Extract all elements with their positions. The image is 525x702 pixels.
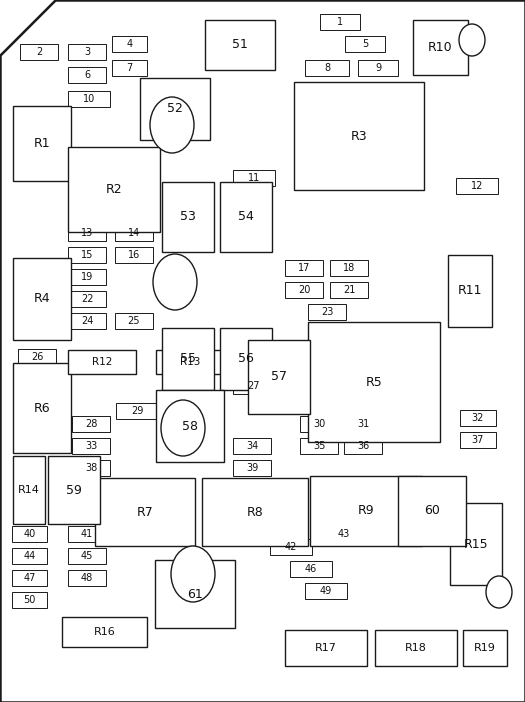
Bar: [68, 67, 106, 83]
Bar: [68, 350, 136, 374]
Bar: [12, 592, 47, 608]
Bar: [450, 503, 502, 585]
Bar: [156, 390, 224, 462]
Text: 20: 20: [298, 285, 310, 295]
Text: R2: R2: [106, 183, 122, 196]
Bar: [155, 560, 235, 628]
Text: 30: 30: [313, 419, 325, 429]
Bar: [140, 78, 210, 140]
Text: 37: 37: [472, 435, 484, 445]
Bar: [48, 456, 100, 524]
Bar: [413, 20, 468, 75]
Text: 21: 21: [343, 285, 355, 295]
Bar: [95, 478, 195, 546]
Bar: [233, 460, 271, 476]
Bar: [344, 416, 382, 432]
Text: 58: 58: [182, 420, 198, 432]
Text: 61: 61: [187, 588, 203, 600]
Text: R5: R5: [365, 376, 382, 388]
Text: 31: 31: [357, 419, 369, 429]
Text: 7: 7: [127, 63, 133, 73]
Bar: [12, 548, 47, 564]
Bar: [68, 526, 106, 542]
Bar: [13, 456, 45, 524]
Bar: [68, 225, 106, 241]
Text: 46: 46: [305, 564, 317, 574]
Bar: [72, 416, 110, 432]
Text: R10: R10: [428, 41, 453, 54]
Text: 25: 25: [128, 316, 140, 326]
Text: 27: 27: [248, 381, 260, 391]
Bar: [345, 36, 385, 52]
Bar: [68, 548, 106, 564]
Bar: [233, 438, 271, 454]
Text: 23: 23: [321, 307, 333, 317]
Text: 18: 18: [343, 263, 355, 273]
Bar: [205, 20, 275, 70]
Bar: [115, 225, 153, 241]
Text: 44: 44: [24, 551, 36, 561]
Text: 17: 17: [298, 263, 310, 273]
Text: 34: 34: [246, 441, 258, 451]
Ellipse shape: [486, 576, 512, 608]
Bar: [68, 247, 106, 263]
Text: 60: 60: [424, 505, 440, 517]
Text: 5: 5: [362, 39, 368, 49]
Text: 22: 22: [81, 294, 93, 304]
Text: 53: 53: [180, 211, 196, 223]
Text: 14: 14: [128, 228, 140, 238]
Bar: [456, 178, 498, 194]
Bar: [68, 44, 106, 60]
Bar: [72, 438, 110, 454]
Bar: [308, 322, 440, 442]
Text: 49: 49: [320, 586, 332, 596]
Bar: [285, 282, 323, 298]
Bar: [112, 36, 147, 52]
Text: 28: 28: [85, 419, 97, 429]
Text: R8: R8: [247, 505, 264, 519]
Text: 12: 12: [471, 181, 483, 191]
Bar: [233, 378, 275, 394]
Text: R12: R12: [92, 357, 112, 367]
Text: 41: 41: [81, 529, 93, 539]
Bar: [220, 328, 272, 390]
Bar: [460, 432, 496, 448]
Text: R11: R11: [458, 284, 482, 298]
Bar: [305, 583, 347, 599]
Ellipse shape: [459, 24, 485, 56]
Text: R13: R13: [180, 357, 200, 367]
Text: 36: 36: [357, 441, 369, 451]
Text: 8: 8: [324, 63, 330, 73]
Bar: [162, 182, 214, 252]
Text: 38: 38: [85, 463, 97, 473]
Bar: [300, 416, 338, 432]
Text: 55: 55: [180, 352, 196, 366]
Bar: [375, 630, 457, 666]
Text: R19: R19: [474, 643, 496, 653]
Bar: [62, 617, 147, 647]
Text: 15: 15: [81, 250, 93, 260]
Bar: [300, 438, 338, 454]
Text: 45: 45: [81, 551, 93, 561]
Text: 48: 48: [81, 573, 93, 583]
Bar: [68, 570, 106, 586]
Text: 59: 59: [66, 484, 82, 496]
Text: 13: 13: [81, 228, 93, 238]
Text: R15: R15: [464, 538, 488, 550]
Text: 4: 4: [127, 39, 132, 49]
Ellipse shape: [153, 254, 197, 310]
Text: R1: R1: [34, 137, 50, 150]
Text: 50: 50: [23, 595, 36, 605]
Text: R7: R7: [136, 505, 153, 519]
Text: 19: 19: [81, 272, 93, 282]
Bar: [448, 255, 492, 327]
Bar: [294, 82, 424, 190]
Bar: [12, 570, 47, 586]
Text: 6: 6: [84, 70, 90, 80]
Text: 3: 3: [84, 47, 90, 57]
Bar: [12, 526, 47, 542]
Text: 39: 39: [246, 463, 258, 473]
Bar: [270, 539, 312, 555]
Text: 1: 1: [337, 17, 343, 27]
